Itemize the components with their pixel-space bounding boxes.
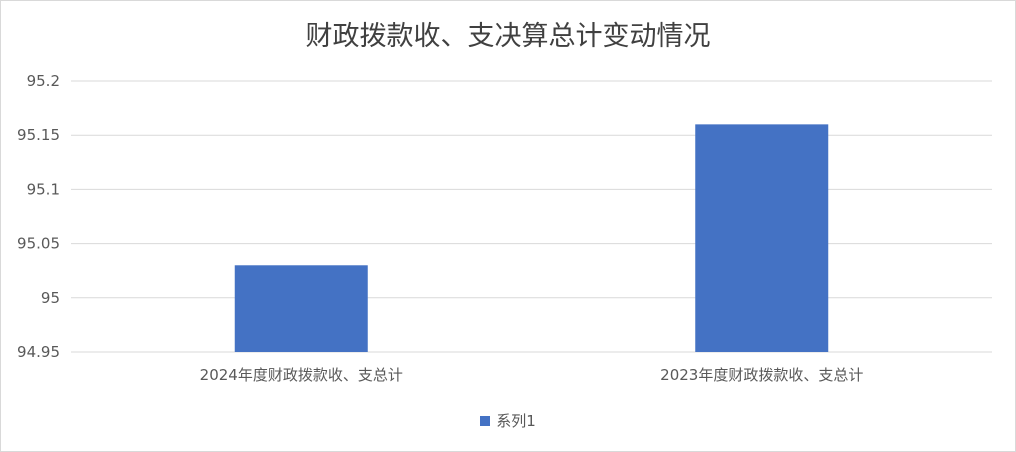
legend-swatch xyxy=(480,416,491,426)
legend: 系列1 xyxy=(0,410,1016,431)
bar xyxy=(234,265,368,352)
x-category-label: 2023年度财政拨款收、支总计 xyxy=(660,366,863,384)
y-tick-label: 95.05 xyxy=(17,235,60,253)
bar xyxy=(695,124,829,352)
y-tick-label: 95.2 xyxy=(27,72,60,90)
chart-title: 财政拨款收、支决算总计变动情况 xyxy=(305,21,711,52)
y-tick-label: 95.15 xyxy=(17,126,60,144)
x-category-label: 2024年度财政拨款收、支总计 xyxy=(200,366,403,384)
y-tick-label: 94.95 xyxy=(17,343,60,361)
legend-label: 系列1 xyxy=(496,412,536,430)
y-tick-label: 95 xyxy=(41,289,60,307)
y-tick-label: 95.1 xyxy=(27,180,60,198)
